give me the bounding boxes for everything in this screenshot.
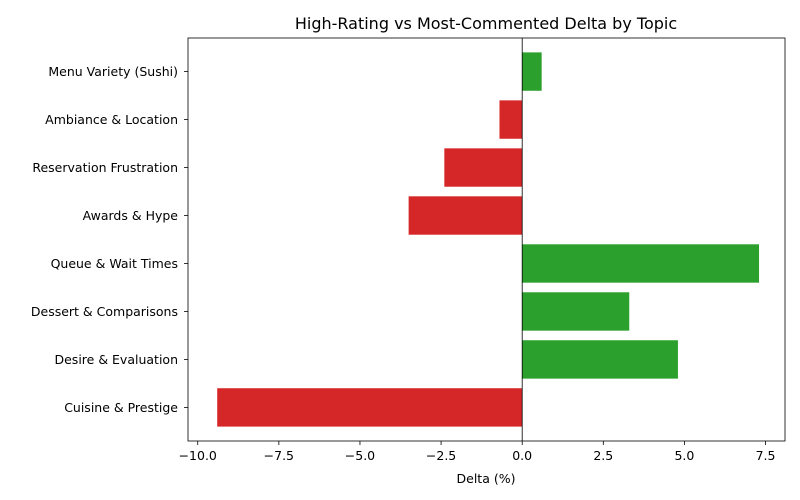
bar-7 (217, 388, 523, 427)
x-tick-label-5: 2.5 (593, 448, 613, 463)
bar-3 (408, 196, 523, 235)
y-tick-label-1: Ambiance & Location (45, 112, 178, 127)
x-tick-label-2: −5.0 (345, 448, 375, 463)
y-tick-label-3: Awards & Hype (83, 208, 179, 223)
y-tick-label-4: Queue & Wait Times (51, 256, 178, 271)
x-tick-label-0: −10.0 (179, 448, 217, 463)
bar-1 (499, 100, 523, 139)
x-tick-label-1: −7.5 (264, 448, 294, 463)
bar-4 (522, 244, 760, 283)
x-tick-label-6: 5.0 (674, 448, 694, 463)
y-tick-label-6: Desire & Evaluation (54, 352, 178, 367)
x-tick-label-3: −2.5 (426, 448, 456, 463)
bar-0 (522, 52, 542, 91)
x-tick-label-4: 0.0 (512, 448, 532, 463)
bar-6 (522, 340, 678, 379)
plot-frame (187, 37, 786, 442)
chart-title: High-Rating vs Most-Commented Delta by T… (295, 14, 677, 33)
bar-5 (522, 292, 630, 331)
x-tick-label-7: 7.5 (756, 448, 776, 463)
x-axis-label: Delta (%) (457, 471, 516, 486)
y-tick-label-2: Reservation Frustration (32, 160, 178, 175)
y-tick-label-0: Menu Variety (Sushi) (48, 64, 178, 79)
plot-area: Menu Variety (Sushi) Ambiance & Location R… (31, 37, 786, 463)
bar-2 (444, 148, 523, 187)
y-tick-label-5: Dessert & Comparisons (31, 304, 178, 319)
y-tick-label-7: Cuisine & Prestige (64, 400, 178, 415)
